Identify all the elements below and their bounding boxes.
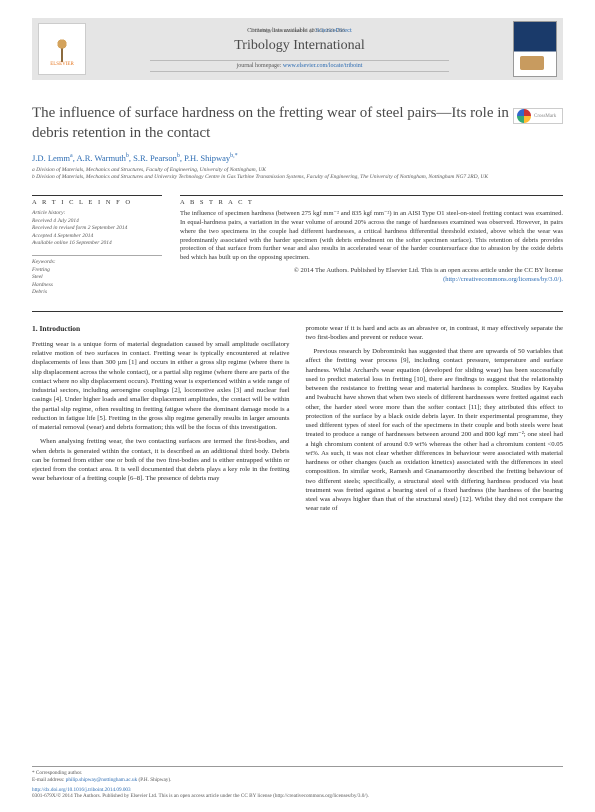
page-footer: * Corresponding author. E-mail address: … [32,766,563,800]
intro-heading: 1. Introduction [32,324,290,334]
crossmark-badge[interactable]: CrossMark [513,108,563,124]
abstract-col: A B S T R A C T The influence of specime… [180,195,563,296]
license-link[interactable]: (http://creativecommons.org/licenses/by/… [443,276,563,283]
elsevier-tree-icon [47,32,77,62]
body-col-right: promote wear if it is hard and acts as a… [306,324,564,519]
article-info-col: A R T I C L E I N F O Article history: R… [32,195,162,296]
article-title: The influence of surface hardness on the… [32,104,563,143]
info-head: A R T I C L E I N F O [32,199,162,206]
keywords-block: Keywords: Fretting Steel Hardness Debris [32,255,162,296]
journal-cover-thumb [513,21,557,77]
title-block: CrossMark The influence of surface hardn… [32,104,563,143]
body-p4: Previous research by Dobromirski has sug… [306,347,564,514]
doi-link[interactable]: http://dx.doi.org/10.1016/j.triboint.201… [32,787,131,793]
license-line: © 2014 The Authors. Published by Elsevie… [180,267,563,285]
section-divider [32,311,563,312]
homepage-line: journal homepage: www.elsevier.com/locat… [150,60,449,72]
pages-line: Tribology International 81 (2015) 258–26… [32,28,563,34]
body-p1: Fretting wear is a unique form of materi… [32,340,290,433]
body-p2: When analysing fretting wear, the two co… [32,437,290,483]
journal-name: Tribology International [86,38,513,54]
crossmark-icon [517,109,531,123]
copyright-line: 0301-679X/© 2014 The Authors. Published … [32,793,563,800]
journal-header: Tribology International 81 (2015) 258–26… [32,18,563,80]
body-columns: 1. Introduction Fretting wear is a uniqu… [32,324,563,519]
publisher-label: ELSEVIER [50,62,74,67]
affiliation-b: b Division of Materials, Mechanics and S… [32,174,563,181]
abstract-head: A B S T R A C T [180,199,563,206]
abstract-text: The influence of specimen hardness (betw… [180,210,563,263]
authors-line: J.D. Lemma, A.R. Warmuthb, S.R. Pearsonb… [32,153,563,163]
info-abstract-row: A R T I C L E I N F O Article history: R… [32,195,563,296]
body-p3: promote wear if it is hard and acts as a… [306,324,564,343]
affiliations: a Division of Materials, Mechanics and S… [32,167,563,181]
homepage-link[interactable]: www.elsevier.com/locate/triboint [283,63,363,69]
email-link[interactable]: philip.shipway@nottingham.ac.uk [66,777,138,783]
body-col-left: 1. Introduction Fretting wear is a uniqu… [32,324,290,519]
corresponding-author: * Corresponding author. E-mail address: … [32,770,563,784]
article-history: Article history: Received 4 July 2014 Re… [32,210,162,247]
